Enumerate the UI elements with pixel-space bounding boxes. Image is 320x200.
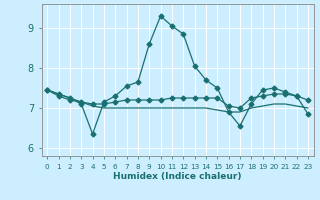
X-axis label: Humidex (Indice chaleur): Humidex (Indice chaleur)	[113, 172, 242, 181]
